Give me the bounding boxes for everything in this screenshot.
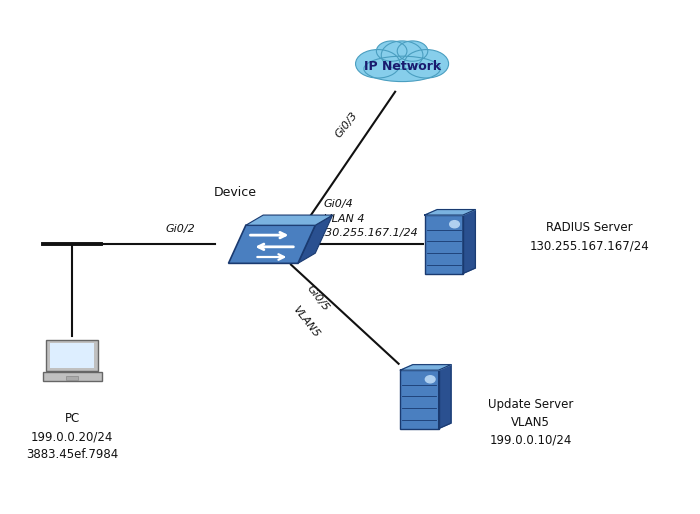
Text: Gi0/3: Gi0/3: [333, 111, 359, 140]
Text: IP Network: IP Network: [363, 60, 440, 73]
FancyBboxPatch shape: [46, 340, 98, 371]
FancyBboxPatch shape: [425, 215, 463, 273]
FancyBboxPatch shape: [66, 376, 78, 380]
Circle shape: [426, 376, 435, 383]
FancyBboxPatch shape: [400, 370, 438, 429]
Ellipse shape: [404, 49, 449, 78]
Text: Gi0/4: Gi0/4: [323, 199, 354, 209]
Text: RADIUS Server
130.255.167.167/24: RADIUS Server 130.255.167.167/24: [530, 221, 650, 252]
Polygon shape: [298, 215, 332, 263]
Polygon shape: [246, 215, 332, 225]
Text: VLAN5: VLAN5: [291, 304, 321, 340]
Ellipse shape: [377, 41, 407, 61]
Ellipse shape: [364, 56, 440, 82]
FancyBboxPatch shape: [43, 372, 102, 381]
Ellipse shape: [382, 41, 423, 69]
Polygon shape: [463, 210, 475, 273]
Text: PC
199.0.0.20/24
3883.45ef.7984: PC 199.0.0.20/24 3883.45ef.7984: [26, 412, 118, 461]
Text: VLAN 4: VLAN 4: [323, 214, 364, 224]
Ellipse shape: [356, 49, 400, 78]
Text: Device: Device: [214, 186, 257, 198]
Polygon shape: [228, 225, 315, 263]
Polygon shape: [438, 364, 451, 429]
Circle shape: [449, 221, 459, 228]
Polygon shape: [425, 210, 475, 215]
Ellipse shape: [397, 41, 428, 61]
FancyBboxPatch shape: [50, 343, 94, 368]
Text: Update Server
VLAN5
199.0.0.10/24: Update Server VLAN5 199.0.0.10/24: [488, 398, 573, 447]
Polygon shape: [400, 364, 451, 370]
Text: 130.255.167.1/24: 130.255.167.1/24: [318, 228, 419, 237]
Text: Gi0/2: Gi0/2: [166, 224, 196, 234]
Text: Gi0/5: Gi0/5: [305, 284, 331, 314]
